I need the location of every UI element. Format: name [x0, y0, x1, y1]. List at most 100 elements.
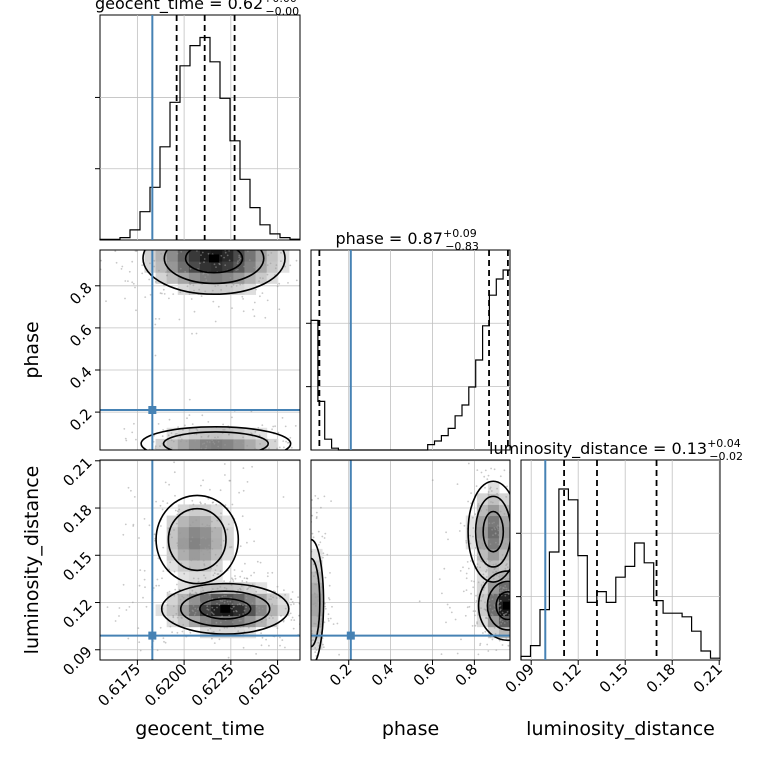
sample-point — [233, 569, 236, 571]
sample-point — [166, 591, 169, 594]
sample-point — [506, 610, 509, 613]
sample-point — [309, 563, 311, 565]
sample-point — [294, 425, 297, 427]
sample-point — [296, 607, 298, 609]
density-cell — [233, 261, 245, 273]
sample-point — [525, 581, 527, 583]
sample-point — [203, 442, 206, 445]
density-cell — [255, 250, 268, 262]
sample-point — [467, 567, 470, 570]
sample-point — [241, 515, 244, 518]
sample-point — [514, 625, 516, 627]
density-cell — [476, 615, 489, 628]
sample-point — [201, 523, 204, 526]
sample-point — [202, 589, 205, 592]
sample-point — [226, 528, 229, 531]
sample-point — [127, 486, 130, 489]
sample-point — [153, 259, 156, 262]
sample-point — [511, 617, 513, 619]
sample-point — [305, 580, 307, 582]
sample-point — [179, 435, 182, 438]
sample-point — [485, 560, 488, 563]
density-cell — [177, 261, 190, 273]
sample-point — [173, 231, 175, 233]
sample-point — [482, 581, 485, 584]
sample-point — [517, 623, 519, 625]
sample-point — [312, 666, 314, 668]
sample-point — [264, 316, 267, 319]
ytick-label: 0.21 — [59, 454, 95, 490]
sample-point — [309, 601, 311, 603]
density-cell — [487, 560, 500, 572]
sample-point — [131, 601, 134, 604]
panel-content — [100, 460, 346, 660]
density-cell — [222, 438, 234, 450]
sample-point — [470, 492, 472, 494]
sample-point — [211, 606, 214, 609]
sample-point — [176, 583, 178, 586]
sample-point — [214, 436, 216, 439]
sample-point — [322, 646, 325, 649]
xtick-label: 0.15 — [596, 660, 632, 696]
sample-point — [322, 552, 325, 555]
sample-point — [317, 543, 320, 546]
sample-point — [522, 645, 524, 647]
sample-point — [189, 524, 192, 527]
sample-point — [172, 614, 175, 617]
sample-point — [218, 246, 220, 248]
sample-point — [486, 643, 489, 646]
sample-point — [238, 259, 241, 261]
sample-point — [493, 468, 496, 471]
sample-point — [418, 600, 421, 603]
sample-point — [176, 432, 178, 435]
sample-point — [296, 622, 298, 624]
sample-point — [170, 432, 173, 435]
sample-point — [485, 527, 487, 529]
sample-point — [488, 582, 490, 584]
sample-point — [137, 627, 140, 629]
sample-point — [472, 586, 475, 589]
sample-point — [344, 600, 346, 602]
sample-point — [277, 431, 280, 434]
density-cell — [166, 427, 179, 440]
density-cell — [200, 604, 212, 617]
density-cell — [465, 537, 478, 550]
sample-point — [307, 602, 309, 604]
sample-point — [171, 202, 173, 204]
sample-point — [266, 456, 268, 458]
density-cell — [222, 261, 234, 273]
sample-point — [308, 635, 310, 637]
sample-point — [219, 570, 222, 572]
sample-point — [531, 643, 533, 645]
sample-point — [492, 556, 495, 559]
sample-point — [188, 429, 191, 431]
sample-point — [471, 516, 474, 519]
sample-point — [311, 294, 313, 296]
sample-point — [501, 554, 504, 556]
density-cell — [244, 593, 257, 605]
sample-point — [269, 241, 271, 243]
sample-point — [173, 529, 175, 531]
sample-point — [228, 236, 230, 238]
density-cell — [211, 427, 223, 440]
sample-point — [175, 612, 178, 615]
sample-point — [277, 241, 279, 243]
sample-point — [132, 282, 135, 285]
sample-point — [447, 538, 449, 541]
sample-point — [168, 568, 171, 571]
sample-point — [497, 594, 500, 597]
sample-point — [253, 315, 256, 318]
sample-point — [547, 627, 549, 629]
sample-point — [332, 623, 335, 625]
panel-frame — [310, 459, 511, 661]
sample-point — [133, 422, 135, 425]
sample-point — [482, 594, 485, 596]
sample-point — [192, 225, 194, 227]
sample-point — [324, 602, 326, 605]
sample-point — [329, 208, 331, 210]
sample-point — [489, 606, 492, 609]
sample-point — [516, 497, 518, 499]
sample-point — [292, 633, 294, 635]
sample-point — [206, 605, 209, 608]
